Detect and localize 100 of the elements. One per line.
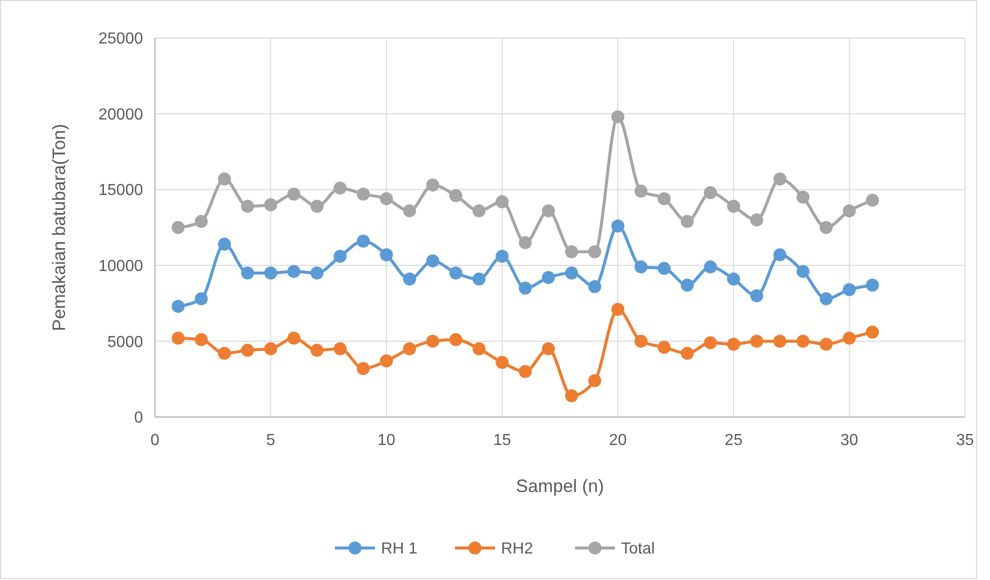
- x-tick-label: 30: [840, 432, 858, 449]
- point: [472, 204, 486, 218]
- point: [218, 172, 231, 186]
- x-tick-label: 20: [608, 432, 627, 449]
- point: [866, 278, 879, 292]
- point: [565, 389, 578, 402]
- point: [334, 182, 347, 195]
- point: [449, 333, 462, 346]
- x-axis-title: Sampel (n): [516, 476, 604, 496]
- point: [680, 278, 694, 292]
- point: [634, 334, 648, 348]
- y-axis-title: Pemakaian batubara(Ton): [49, 124, 69, 332]
- point: [380, 354, 393, 368]
- point: [449, 189, 462, 202]
- x-tick-label: 15: [493, 432, 512, 449]
- point: [611, 219, 624, 232]
- point: [658, 340, 671, 354]
- point: [264, 266, 278, 280]
- point: [820, 338, 833, 351]
- point: [704, 336, 717, 350]
- point: [380, 248, 393, 262]
- point: [704, 186, 717, 200]
- point: [496, 250, 509, 263]
- point: [287, 332, 300, 345]
- point: [796, 334, 810, 348]
- y-tick-label: 15000: [98, 182, 144, 200]
- point: [356, 234, 370, 248]
- point: [264, 342, 278, 356]
- legend-label: Total: [621, 540, 655, 558]
- point: [194, 292, 208, 306]
- point: [356, 362, 370, 375]
- point: [426, 178, 440, 192]
- point: [842, 283, 856, 296]
- point: [796, 264, 810, 278]
- point: [634, 184, 648, 198]
- point: [680, 346, 694, 360]
- point: [773, 334, 786, 348]
- point: [241, 200, 254, 213]
- point: [680, 214, 694, 228]
- point: [820, 292, 833, 306]
- point: [472, 272, 486, 286]
- point: [750, 213, 764, 226]
- point: [611, 302, 624, 316]
- point: [842, 204, 856, 218]
- point: [194, 333, 208, 346]
- point: [218, 346, 231, 360]
- point: [518, 365, 532, 378]
- point: [287, 264, 300, 278]
- point: [310, 200, 324, 213]
- point: [750, 289, 764, 302]
- point: [334, 342, 347, 356]
- point: [588, 280, 602, 294]
- point: [773, 248, 786, 262]
- point: [172, 221, 185, 234]
- point: [727, 272, 740, 286]
- point: [264, 198, 278, 212]
- point: [241, 344, 254, 357]
- point: [496, 195, 509, 208]
- y-tick-label: 5000: [107, 334, 144, 351]
- point: [426, 334, 440, 348]
- point: [542, 204, 555, 218]
- y-tick-label: 0: [134, 410, 144, 427]
- point: [518, 236, 532, 250]
- point: [658, 192, 671, 206]
- point: [588, 374, 602, 388]
- legend-label: RH 1: [381, 540, 418, 558]
- x-tick-label: 10: [378, 432, 396, 449]
- point: [727, 338, 740, 351]
- point: [380, 192, 393, 206]
- point: [403, 342, 416, 356]
- point: [842, 332, 856, 345]
- point: [172, 300, 185, 313]
- point: [287, 188, 300, 201]
- point: [194, 214, 208, 228]
- x-tick-label: 25: [724, 432, 743, 449]
- point: [518, 282, 532, 295]
- point: [611, 110, 624, 124]
- point: [241, 266, 254, 280]
- point: [565, 266, 578, 280]
- legend-label: RH2: [501, 540, 534, 558]
- point: [634, 260, 648, 274]
- point: [727, 200, 740, 213]
- point: [866, 326, 879, 339]
- point: [172, 332, 185, 345]
- point: [449, 266, 462, 280]
- point: [310, 266, 324, 280]
- point: [472, 342, 486, 356]
- point: [403, 272, 416, 286]
- point: [866, 194, 879, 207]
- point: [796, 190, 810, 204]
- point: [426, 254, 440, 268]
- point: [542, 271, 555, 284]
- y-tick-label: 25000: [98, 30, 144, 48]
- point: [310, 344, 324, 357]
- point: [334, 250, 347, 263]
- point: [750, 334, 764, 348]
- point: [820, 221, 833, 234]
- point: [658, 262, 671, 275]
- y-tick-label: 20000: [98, 106, 144, 124]
- point: [704, 260, 717, 274]
